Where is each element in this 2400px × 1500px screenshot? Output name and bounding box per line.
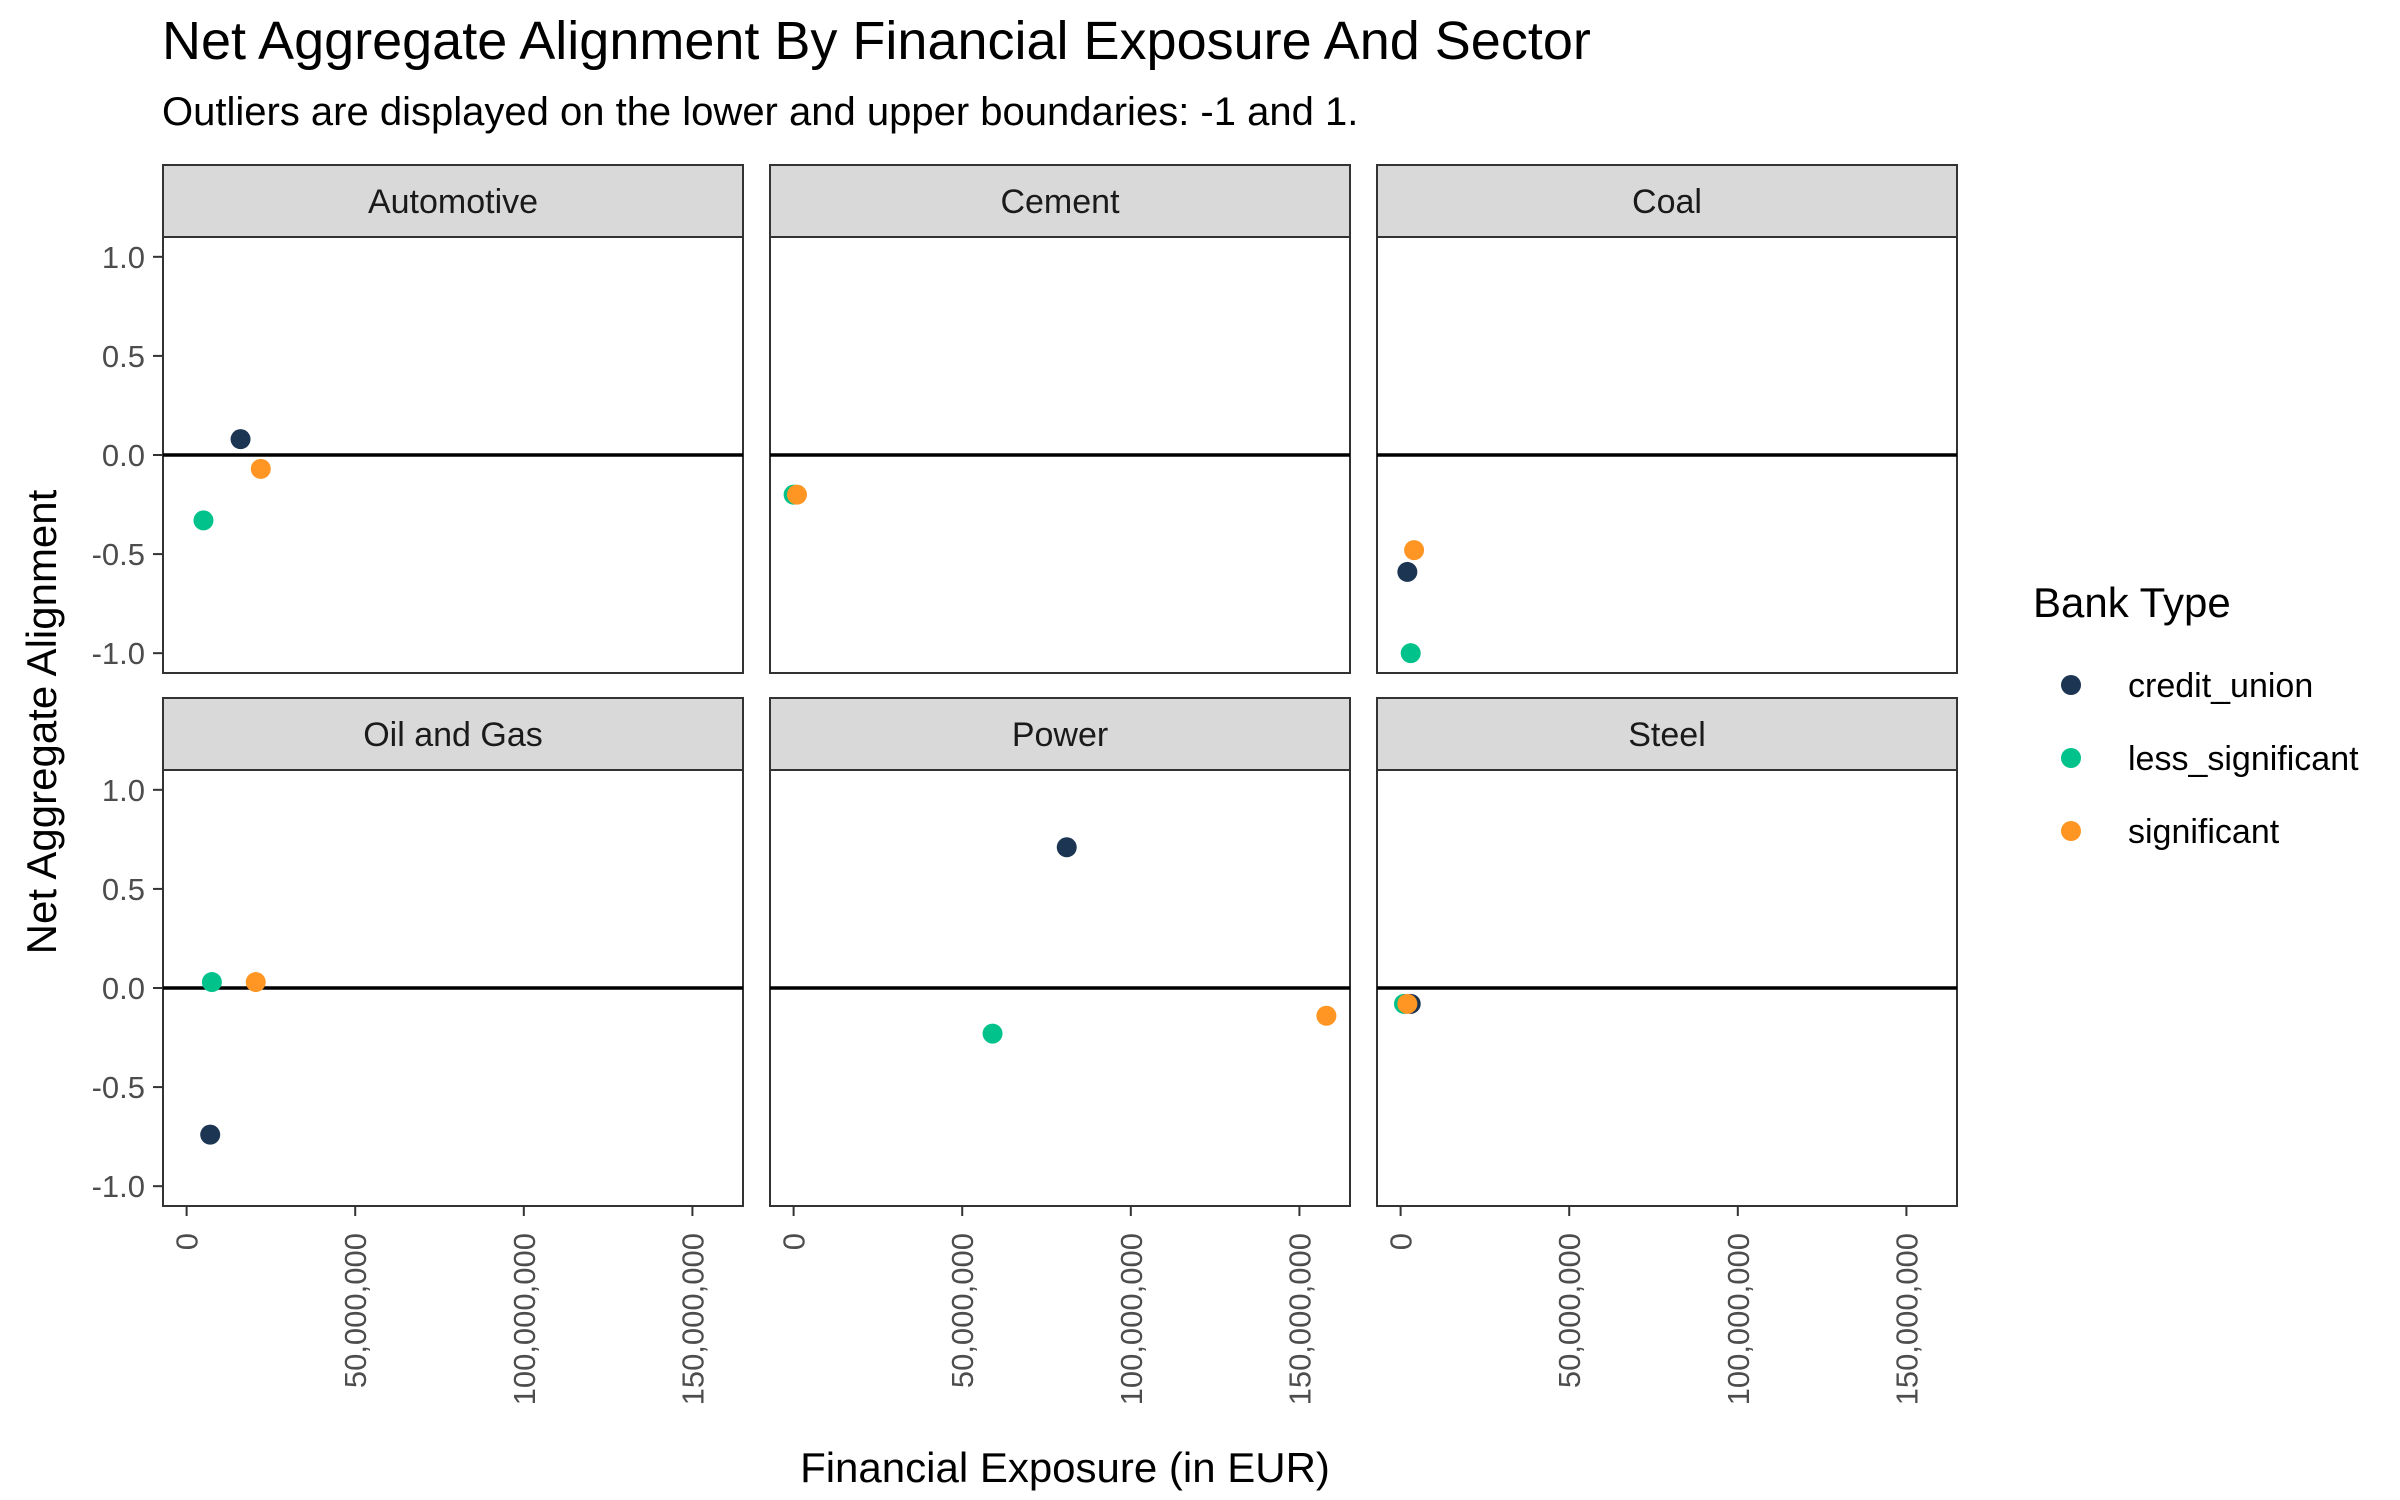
facet-label-oil-and-gas: Oil and Gas xyxy=(363,716,543,754)
facet-strip-steel xyxy=(1376,697,1958,771)
x-tick-label: 0 xyxy=(170,1233,205,1250)
point-oil-and-gas-significant xyxy=(245,972,266,993)
point-coal-significant xyxy=(1404,540,1425,561)
x-tick-label: 150,000,000 xyxy=(675,1233,710,1405)
point-automotive-less-significant xyxy=(193,510,214,531)
legend-label-less-significant: less_significant xyxy=(2128,740,2359,778)
x-tick-label: 50,000,000 xyxy=(945,1233,980,1388)
y-tick-label: -0.5 xyxy=(92,537,145,572)
legend-label-significant: significant xyxy=(2128,813,2280,851)
y-tick-label: 0.5 xyxy=(102,872,145,907)
y-tick-label: -1.0 xyxy=(92,1169,145,1204)
y-tick-label: -0.5 xyxy=(92,1070,145,1105)
legend-marker-significant xyxy=(2061,821,2081,841)
point-steel-significant xyxy=(1397,993,1418,1014)
facet-strip-power xyxy=(769,697,1351,771)
facet-label-automotive: Automotive xyxy=(368,183,538,221)
point-coal-less-significant xyxy=(1400,643,1421,664)
legend-label-credit-union: credit_union xyxy=(2128,667,2313,705)
x-tick-label: 50,000,000 xyxy=(338,1233,373,1388)
chart-subtitle: Outliers are displayed on the lower and … xyxy=(162,90,1359,134)
x-tick-label: 150,000,000 xyxy=(1889,1233,1924,1405)
point-oil-and-gas-less-significant xyxy=(201,972,222,993)
x-tick-label: 100,000,000 xyxy=(1114,1233,1149,1405)
x-tick-label: 100,000,000 xyxy=(1721,1233,1756,1405)
y-tick-label: 0.0 xyxy=(102,971,145,1006)
point-power-credit-union xyxy=(1056,837,1077,858)
point-automotive-significant xyxy=(250,458,271,479)
point-cement-significant xyxy=(786,484,807,505)
x-tick-label: 0 xyxy=(1384,1233,1419,1250)
point-coal-credit-union xyxy=(1397,561,1418,582)
facet-label-coal: Coal xyxy=(1632,183,1702,221)
legend-title: Bank Type xyxy=(2033,579,2231,626)
y-axis-title: Net Aggregate Alignment xyxy=(18,489,65,954)
x-tick-label: 150,000,000 xyxy=(1282,1233,1317,1405)
legend-marker-credit-union xyxy=(2061,675,2081,695)
x-tick-label: 0 xyxy=(777,1233,812,1250)
x-tick-label: 50,000,000 xyxy=(1552,1233,1587,1388)
y-tick-label: -1.0 xyxy=(92,636,145,671)
facet-strip-coal xyxy=(1376,164,1958,238)
y-tick-label: 1.0 xyxy=(102,773,145,808)
legend-marker-less-significant xyxy=(2061,748,2081,768)
facet-label-cement: Cement xyxy=(1000,183,1120,221)
point-oil-and-gas-credit-union xyxy=(200,1124,221,1145)
facet-strip-cement xyxy=(769,164,1351,238)
x-axis-title: Financial Exposure (in EUR) xyxy=(800,1444,1330,1491)
y-tick-label: 0.0 xyxy=(102,438,145,473)
point-power-significant xyxy=(1316,1005,1337,1026)
facet-label-power: Power xyxy=(1012,716,1108,754)
point-power-less-significant xyxy=(982,1023,1003,1044)
chart-title: Net Aggregate Alignment By Financial Exp… xyxy=(162,11,1591,71)
facet-label-steel: Steel xyxy=(1628,716,1706,754)
y-tick-label: 1.0 xyxy=(102,240,145,275)
point-automotive-credit-union xyxy=(230,429,251,450)
x-tick-label: 100,000,000 xyxy=(507,1233,542,1405)
y-tick-label: 0.5 xyxy=(102,339,145,374)
